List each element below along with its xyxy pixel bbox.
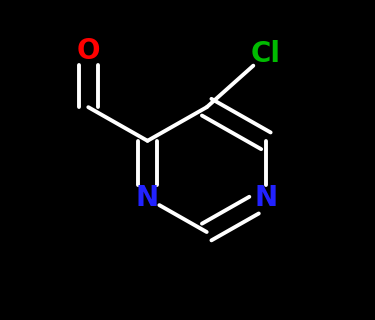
Text: N: N — [136, 184, 159, 212]
Text: Cl: Cl — [251, 40, 281, 68]
Text: N: N — [254, 184, 278, 212]
Text: O: O — [76, 37, 100, 65]
